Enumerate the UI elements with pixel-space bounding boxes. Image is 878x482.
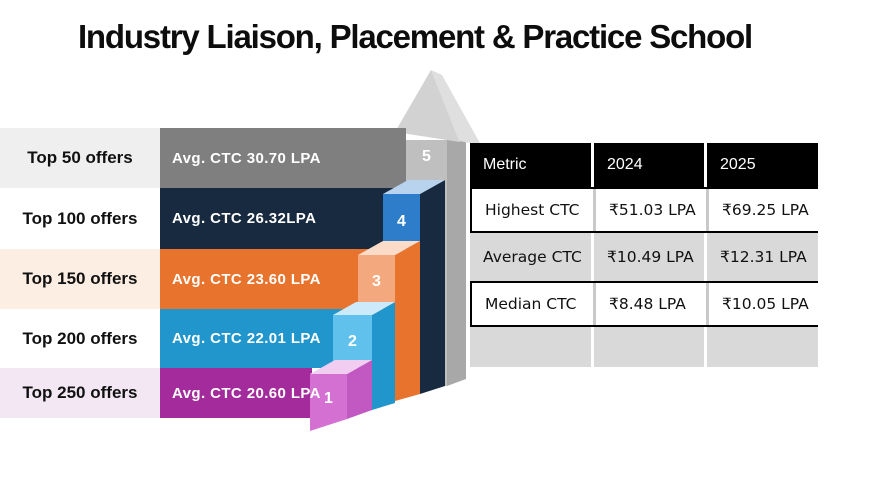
bar-top250 (160, 368, 312, 418)
bar-top150 (160, 249, 395, 309)
bar-top100 (160, 188, 420, 249)
table-cell: Highest CTC (472, 189, 593, 231)
table-row-median-ctc: Median CTC ₹8.48 LPA ₹10.05 LPA (470, 281, 820, 327)
bar-value-top100: Avg. CTC 26.32LPA (172, 210, 317, 227)
cube1-side (347, 360, 372, 419)
table-cell (470, 327, 591, 367)
row-bg-top150 (0, 249, 160, 309)
cube2-front (333, 315, 372, 368)
table-header-2024: 2024 (594, 143, 704, 187)
table-cell: ₹10.05 LPA (709, 283, 820, 325)
table-cell: ₹69.25 LPA (709, 189, 820, 231)
category-label-top100: Top 100 offers (22, 208, 138, 228)
step-number-2: 2 (348, 332, 357, 350)
row-bg-top250 (0, 368, 160, 418)
bar-value-top200: Avg. CTC 22.01 LPA (172, 330, 321, 347)
cube3-front (358, 255, 395, 309)
table-cell: ₹10.49 LPA (594, 233, 704, 281)
table-header-row: Metric 2024 2025 (470, 143, 818, 187)
category-label-top50: Top 50 offers (27, 148, 133, 167)
table-cell (594, 327, 704, 367)
step-number-1: 1 (324, 390, 333, 407)
table-header-metric: Metric (470, 143, 591, 187)
cube4-top (383, 180, 445, 194)
table-cell: Median CTC (472, 283, 593, 325)
arrow-shaft-side (447, 132, 466, 386)
cube3-side (395, 241, 420, 401)
bar-value-top250: Avg. CTC 20.60 LPA (172, 384, 321, 402)
table-cell: Average CTC (470, 233, 591, 281)
category-label-top200: Top 200 offers (22, 328, 138, 348)
table-cell: ₹12.31 LPA (707, 233, 818, 281)
bar-value-top50: Avg. CTC 30.70 LPA (172, 149, 321, 167)
page-title: Industry Liaison, Placement & Practice S… (77, 18, 753, 55)
table-row-highest-ctc: Highest CTC ₹51.03 LPA ₹69.25 LPA (470, 187, 820, 233)
bar-top50 (160, 128, 406, 188)
table-cell (707, 327, 818, 367)
cube4-front (383, 194, 420, 249)
table-row-empty (470, 327, 818, 367)
category-label-top250: Top 250 offers (22, 383, 138, 402)
row-bg-top50 (0, 128, 160, 188)
step-number-5: 5 (422, 148, 431, 165)
table-cell: ₹8.48 LPA (596, 283, 706, 325)
cube1-front (310, 374, 347, 431)
step-number-4: 4 (397, 212, 406, 230)
ctc-table: Metric 2024 2025 Highest CTC ₹51.03 LPA … (470, 143, 820, 367)
cube4-side (420, 180, 445, 394)
arrow-head-icon (395, 70, 460, 142)
cube3-top (358, 241, 420, 255)
table-header-2025: 2025 (707, 143, 818, 187)
row-bg-top100 (0, 188, 160, 249)
step-number-3: 3 (372, 273, 381, 290)
table-row-average-ctc: Average CTC ₹10.49 LPA ₹12.31 LPA (470, 233, 818, 281)
category-label-top150: Top 150 offers (22, 269, 138, 288)
cube2-side (372, 302, 395, 410)
row-bg-top200 (0, 309, 160, 368)
cube1-top (310, 360, 372, 374)
arrow-head-side (431, 70, 481, 145)
bar-value-top150: Avg. CTC 23.60 LPA (172, 270, 321, 288)
table-cell: ₹51.03 LPA (596, 189, 706, 231)
cube2-top (333, 302, 395, 315)
